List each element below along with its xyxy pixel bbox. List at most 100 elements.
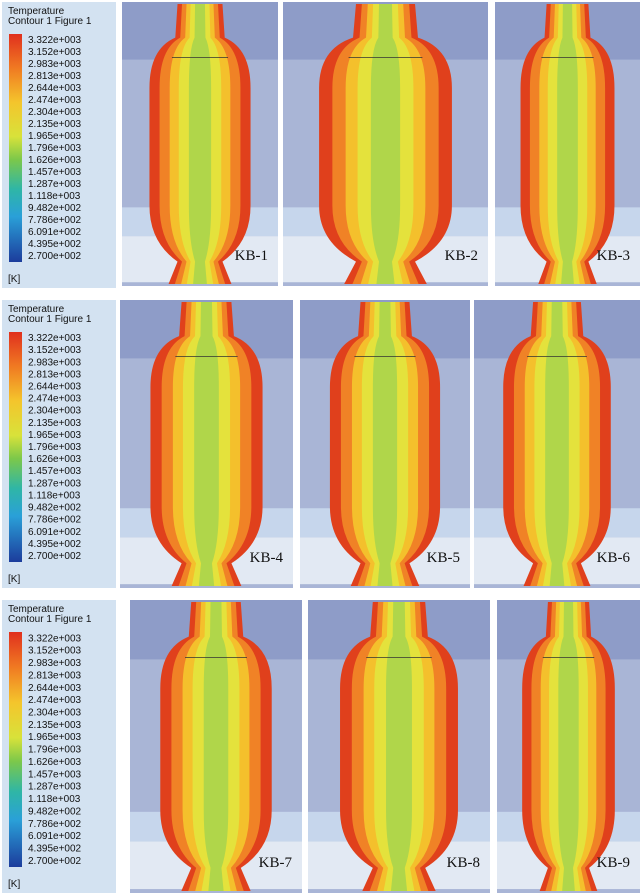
contour-panel: KB-6 <box>474 300 640 588</box>
colorbar <box>9 332 22 562</box>
panel-label: KB-6 <box>597 550 631 566</box>
legend-level: 2.983e+003 <box>28 357 82 368</box>
legend-level: 6.091e+002 <box>28 527 82 538</box>
legend-level: 2.644e+003 <box>28 382 82 393</box>
contour-panel: KB-9 <box>497 600 640 893</box>
nozzle <box>340 602 458 891</box>
panel-label: KB-1 <box>235 248 268 264</box>
legend-level: 2.983e+003 <box>28 658 82 669</box>
panel-label: KB-8 <box>447 855 480 871</box>
legend-level: 9.482e+002 <box>28 203 82 214</box>
contour-panel: KB-4 <box>120 300 293 588</box>
legend-level: 2.700e+002 <box>28 856 82 867</box>
contour-panel: KB-1 <box>122 2 278 286</box>
colorbar <box>9 34 22 262</box>
legend-level: 1.118e+003 <box>28 490 81 501</box>
temperature-zone <box>545 302 569 586</box>
legend-level: 1.287e+003 <box>28 179 82 190</box>
legend-title: Temperature <box>8 6 65 17</box>
legend-level: 4.395e+002 <box>28 239 82 250</box>
legend-unit: [K] <box>8 274 20 285</box>
colorbar <box>9 632 22 867</box>
panel-label: KB-2 <box>445 248 478 264</box>
legend-level: 2.135e+003 <box>28 119 82 130</box>
nozzle <box>160 602 272 891</box>
legend-level: 1.796e+003 <box>28 745 82 756</box>
legend-level: 3.322e+003 <box>28 333 82 344</box>
legend-level: 1.457e+003 <box>28 167 82 178</box>
legend-level: 1.457e+003 <box>28 466 82 477</box>
legend-level: 7.786e+002 <box>28 215 82 226</box>
legend-level: 6.091e+002 <box>28 227 82 238</box>
legend-level: 3.322e+003 <box>28 633 82 644</box>
legend-unit: [K] <box>8 574 20 585</box>
legend-level: 3.322e+003 <box>28 35 82 46</box>
legend-level: 1.626e+003 <box>28 454 82 465</box>
temperature-zone <box>372 302 398 586</box>
panel-label: KB-7 <box>259 855 293 871</box>
panel-label: KB-4 <box>250 550 284 566</box>
legend-level: 1.118e+003 <box>28 794 81 805</box>
legend-level: 7.786e+002 <box>28 515 82 526</box>
nozzle <box>329 302 441 586</box>
legend-level: 2.700e+002 <box>28 551 82 562</box>
legend-level: 2.135e+003 <box>28 418 82 429</box>
nozzle <box>150 302 263 586</box>
legend-level: 9.482e+002 <box>28 806 82 817</box>
panel-label: KB-9 <box>597 855 630 871</box>
legend-level: 3.152e+003 <box>28 646 82 657</box>
nozzle <box>522 602 615 891</box>
nozzle <box>503 302 611 586</box>
legend-level: 2.474e+003 <box>28 95 82 106</box>
legend-level: 1.626e+003 <box>28 155 82 166</box>
temperature-zone <box>557 4 578 284</box>
panel-label: KB-5 <box>427 550 460 566</box>
legend-level: 2.474e+003 <box>28 695 82 706</box>
legend-level: 2.304e+003 <box>28 107 82 118</box>
contour-panel: KB-7 <box>130 600 302 893</box>
legend-level: 2.304e+003 <box>28 707 82 718</box>
legend-level: 9.482e+002 <box>28 503 82 514</box>
legend-title: Temperature <box>8 604 65 615</box>
contour-panel: KB-5 <box>300 300 470 588</box>
nozzle <box>319 4 452 284</box>
legend-level: 4.395e+002 <box>28 844 82 855</box>
legend-level: 4.395e+002 <box>28 539 82 550</box>
legend-level: 1.287e+003 <box>28 478 82 489</box>
legend-level: 1.457e+003 <box>28 769 82 780</box>
legend-level: 2.474e+003 <box>28 394 82 405</box>
legend-level: 2.644e+003 <box>28 683 82 694</box>
legend-unit: [K] <box>8 879 20 890</box>
legend-level: 1.965e+003 <box>28 732 82 743</box>
panel-label: KB-3 <box>597 248 630 264</box>
temperature-zone <box>370 4 401 284</box>
legend-level: 2.813e+003 <box>28 369 82 380</box>
contour-panel: KB-8 <box>308 600 490 893</box>
legend-level: 1.796e+003 <box>28 143 82 154</box>
temperature-zone <box>386 602 412 891</box>
legend-level: 1.965e+003 <box>28 430 82 441</box>
legend-level: 3.152e+003 <box>28 47 82 58</box>
legend-subtitle: Contour 1 Figure 1 <box>8 16 92 27</box>
nozzle <box>149 4 251 284</box>
legend-level: 2.813e+003 <box>28 670 82 681</box>
legend-level: 1.287e+003 <box>28 782 82 793</box>
nozzle <box>520 4 615 284</box>
legend-level: 2.983e+003 <box>28 59 82 70</box>
legend-level: 2.644e+003 <box>28 83 82 94</box>
legend-level: 2.700e+002 <box>28 251 82 262</box>
legend-level: 2.813e+003 <box>28 71 82 82</box>
temperature-zone <box>194 302 219 586</box>
temperature-zone <box>203 602 229 891</box>
legend-level: 7.786e+002 <box>28 819 82 830</box>
legend-level: 1.796e+003 <box>28 442 82 453</box>
legend-subtitle: Contour 1 Figure 1 <box>8 614 92 625</box>
legend-subtitle: Contour 1 Figure 1 <box>8 314 92 325</box>
legend-level: 1.626e+003 <box>28 757 82 768</box>
temperature-zone <box>188 4 212 284</box>
contour-panel: KB-3 <box>495 2 640 286</box>
